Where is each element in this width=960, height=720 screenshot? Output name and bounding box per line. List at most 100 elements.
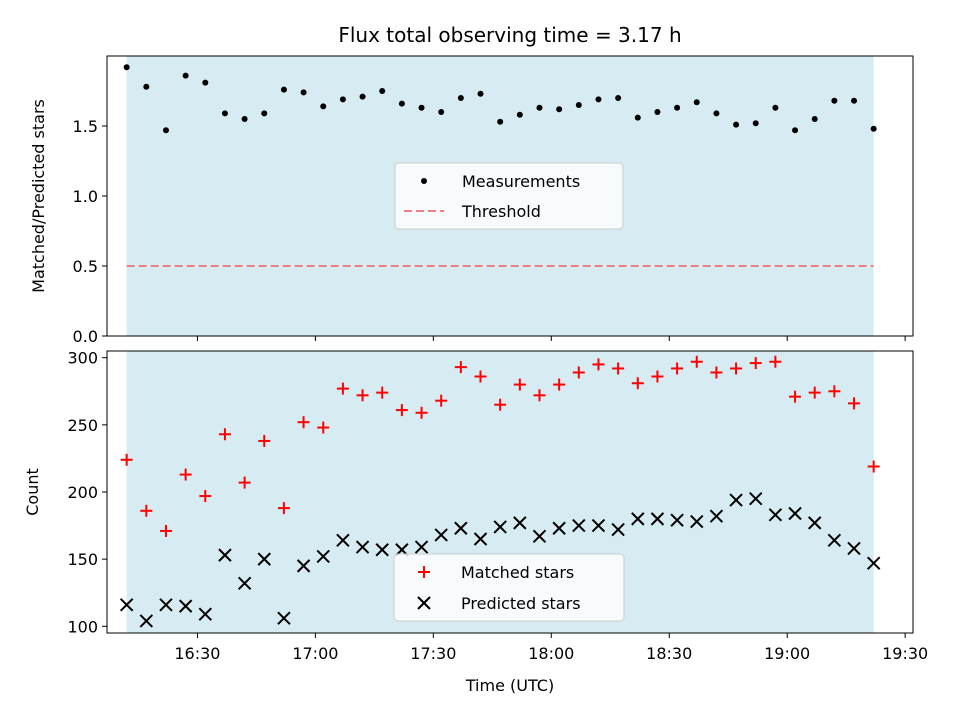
measurement-point xyxy=(851,97,858,104)
measurement-point xyxy=(398,100,405,107)
matched-star-point xyxy=(513,378,526,391)
measurement-point xyxy=(221,110,228,117)
predicted-star-point xyxy=(808,516,822,530)
measurement-point xyxy=(359,93,366,100)
bottom-y-tick-label: 300 xyxy=(67,349,98,368)
measurement-point xyxy=(300,89,307,96)
bottom-y-ticks: 100 150 200 250 300 xyxy=(67,349,107,636)
predicted-star-point xyxy=(572,518,586,533)
matched-star-point xyxy=(730,362,743,375)
measurement-point xyxy=(182,72,189,79)
bottom-y-tick-label: 150 xyxy=(67,550,98,569)
predicted-x-b xyxy=(119,598,134,612)
bottom-axes-frame xyxy=(106,350,914,634)
matched-star-point xyxy=(159,524,172,537)
predicted-star-point xyxy=(139,614,154,628)
predicted-star-point xyxy=(355,540,370,554)
predicted-star-point xyxy=(159,598,173,612)
top-legend-box xyxy=(394,162,624,230)
predicted-star-point xyxy=(749,492,763,506)
predicted-x-b xyxy=(768,508,783,522)
measurement-point xyxy=(870,125,877,132)
predicted-star-point xyxy=(198,607,212,621)
measurement-point xyxy=(477,90,484,97)
predicted-star-point xyxy=(493,520,507,534)
predicted-x-b xyxy=(493,520,507,534)
matched-star-point xyxy=(690,355,703,368)
predicted-x-b xyxy=(178,599,193,613)
matched-star-point xyxy=(631,377,644,390)
predicted-star-point xyxy=(434,528,448,542)
predicted-star-point xyxy=(375,543,389,557)
predicted-x-b xyxy=(513,516,527,530)
predicted-star-point xyxy=(768,508,783,522)
measurement-point xyxy=(457,95,464,101)
predicted-x-b xyxy=(257,552,271,566)
matched-star-point xyxy=(749,357,762,370)
predicted-x-b xyxy=(277,611,291,625)
measurement-point xyxy=(438,109,445,115)
predicted-star-point xyxy=(847,541,861,556)
predicted-star-point xyxy=(316,549,330,564)
legend-marker-measurements xyxy=(421,178,427,184)
chart-title: Flux total observing time = 3.17 h xyxy=(338,23,681,47)
matched-star-point xyxy=(651,370,664,383)
predicted-x-b xyxy=(690,514,704,529)
top-legend: Measurements Threshold xyxy=(394,162,624,230)
predicted-x-b xyxy=(650,512,665,526)
predicted-x-b xyxy=(237,576,252,591)
measurement-point xyxy=(202,79,209,86)
matched-star-point xyxy=(395,404,408,417)
matched-star-point xyxy=(867,460,880,473)
measurement-point xyxy=(811,116,818,122)
matched-star-point xyxy=(533,389,546,402)
matched-star-point xyxy=(179,468,192,481)
measurement-point xyxy=(733,121,740,128)
matched-star-point xyxy=(277,502,290,515)
predicted-x-b xyxy=(670,513,684,527)
measurement-point xyxy=(634,114,641,121)
x-tick-label: 16:30 xyxy=(174,644,220,663)
top-y-tick-label: 1.5 xyxy=(73,117,98,136)
matched-star-point xyxy=(317,421,330,434)
matched-star-point xyxy=(336,382,349,395)
measurement-point xyxy=(674,104,681,111)
predicted-star-point xyxy=(532,529,547,544)
top-y-tick-label: 0.0 xyxy=(73,327,98,346)
measurement-point xyxy=(162,127,169,134)
legend-marker-predicted xyxy=(417,596,431,610)
matched-star-point xyxy=(120,453,133,466)
matched-star-point xyxy=(710,366,723,379)
legend-label-predicted: Predicted stars xyxy=(461,594,581,613)
bottom-y-tick-label: 250 xyxy=(67,416,98,435)
predicted-star-point xyxy=(611,522,625,537)
count-panel: 100 150 200 250 300 16:30 17:00 17:30 18:00 18:3… xyxy=(23,349,928,695)
predicted-star-point xyxy=(454,521,468,535)
bottom-y-tick-label: 200 xyxy=(67,483,98,502)
x-tick-label: 19:00 xyxy=(764,644,810,663)
matched-star-point xyxy=(297,416,310,429)
predicted-x-b xyxy=(355,540,370,554)
predicted-x-b xyxy=(414,540,429,554)
predicted-x-b xyxy=(808,516,822,530)
measurement-point xyxy=(713,110,720,117)
bottom-x-ticks: 16:30 17:00 17:30 18:00 18:30 19:00 19:30 xyxy=(174,633,928,663)
predicted-star-point xyxy=(670,513,684,527)
matched-star-point xyxy=(612,362,625,375)
top-axes-frame xyxy=(106,55,914,337)
x-tick-label: 19:30 xyxy=(882,644,928,663)
predicted-x-b xyxy=(454,521,468,535)
predicted-star-point xyxy=(552,521,566,535)
predicted-star-point xyxy=(513,516,527,530)
predicted-x-b xyxy=(434,528,448,542)
predicted-star-point xyxy=(650,512,665,526)
measurement-point xyxy=(418,104,425,111)
measurement-point xyxy=(595,96,602,103)
matched-star-point xyxy=(258,434,271,447)
predicted-star-point xyxy=(591,518,606,533)
measurement-point xyxy=(831,97,838,104)
predicted-star-point xyxy=(690,514,704,529)
matched-star-point xyxy=(848,397,861,410)
predicted-x-b xyxy=(473,532,488,546)
